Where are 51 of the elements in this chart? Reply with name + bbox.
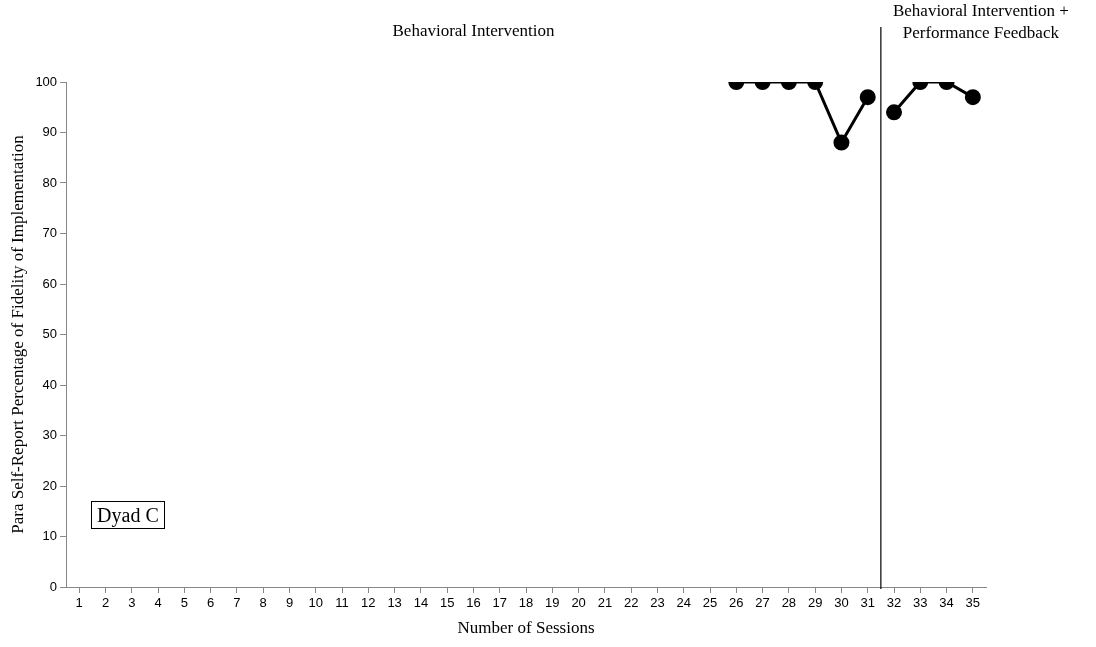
x-tick-label: 6 <box>207 595 215 611</box>
x-tick-label: 8 <box>259 595 267 611</box>
x-tick-label: 33 <box>913 595 928 611</box>
x-tick-label: 5 <box>180 595 188 611</box>
y-tick-label: 20 <box>42 477 58 493</box>
x-tick-label: 16 <box>466 595 481 611</box>
x-tick-label: 28 <box>781 595 797 611</box>
text: Behavioral Intervention + Performance Feedback <box>891 0 1070 44</box>
x-tick-label: 7 <box>233 595 241 611</box>
x-tick-label: 11 <box>335 595 349 611</box>
y-tick-label: 10 <box>42 528 58 544</box>
x-tick-label: 35 <box>965 595 981 611</box>
x-tick-label: 14 <box>413 595 429 611</box>
x-tick-label: 4 <box>154 595 162 611</box>
x-tick-label: 9 <box>285 595 294 611</box>
x-tick-label: 13 <box>387 595 402 611</box>
x-tick-label: 12 <box>361 595 376 611</box>
x-tick-label: 18 <box>518 595 534 611</box>
x-tick-label: 32 <box>886 595 902 611</box>
x-tick-label: 10 <box>308 595 324 611</box>
x-tick-label: 24 <box>676 595 691 611</box>
y-tick-label: 30 <box>42 427 58 443</box>
x-tick-label: 15 <box>439 595 455 611</box>
x-tick-label: 19 <box>545 595 560 611</box>
x-tick-label: 20 <box>571 595 586 611</box>
y-tick-label: 90 <box>42 124 58 140</box>
x-tick-label: 25 <box>702 595 718 611</box>
y-tick-label: 80 <box>42 174 58 190</box>
y-tick-label: 40 <box>42 376 58 392</box>
x-tick-label: 21 <box>597 595 613 611</box>
x-tick-label: 23 <box>650 595 665 611</box>
y-axis-title: Para Self-Report Percentage of Fidelity of Implementation <box>7 134 27 534</box>
x-tick-label: 22 <box>623 595 639 611</box>
y-tick-label: 70 <box>42 225 58 241</box>
x-tick-label: 17 <box>492 595 507 611</box>
x-tick-label: 29 <box>807 595 823 611</box>
x-tick-label: 34 <box>939 595 954 611</box>
x-axis-title: Number of Sessions <box>457 618 595 638</box>
x-tick-label: 1 <box>75 595 83 611</box>
x-tick-label: 30 <box>834 595 849 611</box>
x-tick-label: 2 <box>101 595 110 611</box>
x-tick-label: 26 <box>729 595 744 611</box>
x-tick-label: 31 <box>860 595 875 611</box>
y-tick-label: 0 <box>49 578 58 594</box>
y-tick-label: 50 <box>42 326 58 342</box>
x-tick-label: 3 <box>128 595 136 611</box>
annotation: Dyad C <box>91 501 165 530</box>
x-tick-label: 27 <box>755 595 770 611</box>
y-tick-label: 60 <box>42 275 58 291</box>
text: Behavioral Intervention <box>391 20 556 42</box>
y-tick-label: 100 <box>35 73 58 89</box>
